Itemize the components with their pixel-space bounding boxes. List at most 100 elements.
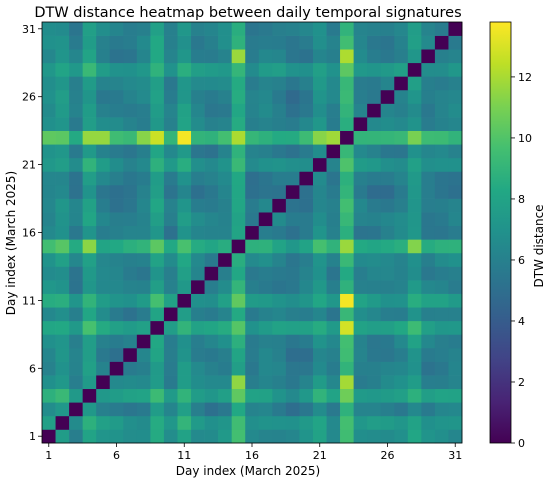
colorbar-tick-label: 10 bbox=[518, 132, 532, 145]
heatmap-cell bbox=[69, 62, 83, 77]
heatmap-cell bbox=[299, 347, 314, 362]
heatmap-cell bbox=[55, 89, 70, 104]
heatmap-cell bbox=[312, 130, 327, 145]
heatmap-cell bbox=[340, 171, 354, 186]
heatmap-cell bbox=[136, 157, 151, 172]
heatmap-cell bbox=[448, 239, 463, 254]
heatmap-cell bbox=[204, 320, 219, 335]
heatmap-cell bbox=[191, 49, 205, 64]
heatmap-cell bbox=[421, 361, 436, 376]
heatmap-cell bbox=[82, 212, 97, 227]
heatmap-cell bbox=[69, 239, 83, 254]
heatmap-cell bbox=[326, 212, 341, 227]
heatmap-cell bbox=[150, 252, 165, 267]
heatmap-cell bbox=[299, 89, 314, 104]
heatmap-cell bbox=[55, 157, 70, 172]
heatmap-cell bbox=[380, 62, 395, 77]
heatmap-cell bbox=[69, 266, 83, 281]
colorbar-tick-label: 12 bbox=[518, 71, 532, 84]
heatmap-cell bbox=[434, 252, 449, 267]
heatmap-cell bbox=[136, 388, 151, 403]
heatmap-cell bbox=[231, 266, 246, 281]
heatmap-cell bbox=[231, 334, 246, 349]
heatmap-cell bbox=[272, 22, 287, 36]
heatmap-cell bbox=[177, 198, 192, 213]
heatmap-cell bbox=[163, 280, 178, 294]
heatmap-cell bbox=[299, 103, 314, 118]
heatmap-cell bbox=[407, 347, 422, 362]
heatmap-cell bbox=[177, 320, 192, 335]
heatmap-cell bbox=[163, 266, 178, 281]
heatmap-cell bbox=[231, 212, 246, 227]
heatmap-cell bbox=[258, 35, 273, 50]
heatmap-cell bbox=[42, 334, 56, 349]
heatmap-cell bbox=[150, 184, 165, 199]
heatmap-cell bbox=[312, 402, 327, 417]
heatmap-cell bbox=[326, 388, 341, 403]
heatmap-cell bbox=[163, 429, 178, 444]
heatmap-cell bbox=[150, 76, 165, 91]
heatmap-cell bbox=[434, 130, 449, 145]
heatmap-cell bbox=[421, 35, 436, 50]
heatmap-cell bbox=[434, 320, 449, 335]
heatmap-cell bbox=[285, 402, 300, 417]
heatmap-cell bbox=[82, 375, 97, 390]
heatmap-cell bbox=[285, 157, 300, 172]
heatmap-cell bbox=[421, 184, 436, 199]
heatmap-cell bbox=[448, 280, 463, 294]
heatmap-cell bbox=[55, 212, 70, 227]
heatmap-cell bbox=[245, 334, 260, 349]
heatmap-cell bbox=[163, 375, 178, 390]
heatmap-cell bbox=[245, 62, 260, 77]
heatmap-cell bbox=[42, 49, 56, 64]
heatmap-cell bbox=[434, 76, 449, 91]
heatmap-cell bbox=[407, 103, 422, 118]
heatmap-cell bbox=[82, 198, 97, 213]
heatmap-cell bbox=[285, 375, 300, 390]
heatmap-cell bbox=[434, 117, 449, 131]
heatmap-cell bbox=[218, 361, 233, 376]
heatmap-cell bbox=[380, 320, 395, 335]
heatmap-cell bbox=[258, 307, 273, 322]
heatmap-cell bbox=[218, 130, 233, 145]
heatmap-cell bbox=[136, 130, 151, 145]
colorbar-tick-label: 8 bbox=[518, 193, 525, 206]
heatmap-cell bbox=[272, 375, 287, 390]
heatmap-cell bbox=[285, 334, 300, 349]
heatmap-cell bbox=[421, 76, 436, 91]
heatmap-cell bbox=[82, 89, 97, 104]
heatmap-cell bbox=[258, 415, 273, 430]
heatmap-cell bbox=[434, 361, 449, 376]
heatmap-cell bbox=[326, 171, 341, 186]
heatmap-cell bbox=[380, 89, 395, 104]
heatmap-cell bbox=[258, 375, 273, 390]
heatmap-cell bbox=[55, 347, 70, 362]
heatmap-cell bbox=[109, 130, 124, 145]
heatmap-cell bbox=[109, 184, 124, 199]
heatmap-cell bbox=[82, 252, 97, 267]
heatmap-cell bbox=[150, 280, 165, 294]
heatmap-cell bbox=[380, 198, 395, 213]
heatmap-cell bbox=[340, 266, 354, 281]
heatmap-cell bbox=[245, 157, 260, 172]
heatmap-cell bbox=[109, 212, 124, 227]
x-axis-label: Day index (March 2025) bbox=[176, 464, 320, 478]
heatmap-cell bbox=[123, 375, 138, 390]
heatmap-cell bbox=[204, 130, 219, 145]
heatmap-cell bbox=[136, 334, 151, 349]
heatmap-cell bbox=[109, 239, 124, 254]
heatmap-cell bbox=[299, 49, 314, 64]
heatmap-cell bbox=[150, 320, 165, 335]
heatmap-cell bbox=[394, 157, 409, 172]
heatmap-cell bbox=[191, 280, 205, 294]
heatmap-cell bbox=[421, 402, 436, 417]
heatmap-cell bbox=[191, 415, 205, 430]
heatmap-cell bbox=[218, 89, 233, 104]
heatmap-cell bbox=[109, 171, 124, 186]
heatmap-cell bbox=[136, 320, 151, 335]
heatmap-cell bbox=[367, 388, 382, 403]
heatmap-cell bbox=[394, 347, 409, 362]
heatmap-cell bbox=[353, 361, 368, 376]
heatmap-cell bbox=[55, 320, 70, 335]
heatmap-cell bbox=[407, 375, 422, 390]
